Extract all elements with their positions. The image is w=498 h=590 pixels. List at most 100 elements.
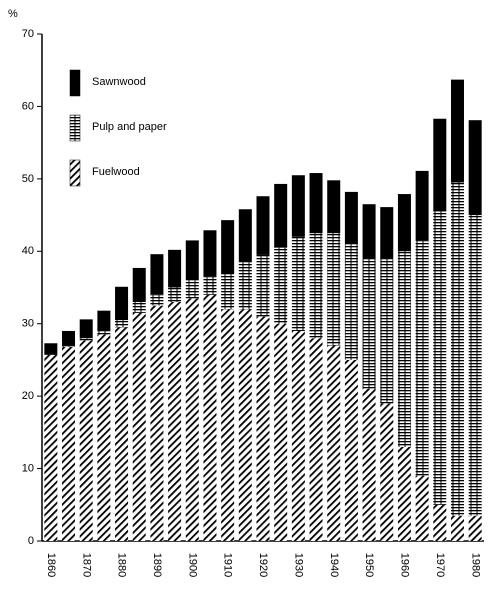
legend-label: Pulp and paper: [92, 121, 167, 133]
bar-segment: [415, 170, 429, 241]
y-tick-label: 70: [22, 28, 34, 40]
bar-segment: [362, 388, 376, 541]
bar-segment: [468, 120, 482, 216]
bar-segment: [115, 320, 129, 328]
bar-segment: [168, 287, 182, 302]
y-tick-label: 50: [22, 173, 34, 185]
y-tick-label: 20: [22, 390, 34, 402]
bar-segment: [309, 338, 323, 541]
bar-segment: [344, 244, 358, 360]
x-tick-label: 1910: [222, 553, 234, 577]
legend-swatch: [69, 114, 81, 142]
bar-segment: [132, 312, 146, 541]
bar-segment: [256, 254, 270, 317]
bar-segment: [44, 343, 58, 355]
bar-segment: [397, 251, 411, 447]
x-tick-label: 1980: [469, 553, 481, 577]
y-tick-label: 10: [22, 462, 34, 474]
bar-segment: [415, 240, 429, 476]
bar-segment: [433, 211, 447, 505]
bar-segment: [433, 118, 447, 212]
bar-segment: [327, 233, 341, 346]
bar-segment: [309, 173, 323, 234]
bar-segment: [221, 309, 235, 541]
bar-segment: [221, 273, 235, 310]
bar-segment: [256, 196, 270, 255]
bar-segment: [203, 294, 217, 541]
x-tick-label: 1970: [434, 553, 446, 577]
bar-segment: [132, 301, 146, 313]
bar-segment: [62, 345, 76, 347]
bar-segment: [62, 346, 76, 541]
y-tick-label: 40: [22, 245, 34, 257]
x-tick-label: 1870: [80, 553, 92, 577]
bar-segment: [362, 204, 376, 259]
y-tick-label: 0: [28, 535, 34, 547]
bar-segment: [203, 230, 217, 277]
bar-segment: [185, 298, 199, 541]
bar-segment: [115, 327, 129, 541]
bar-segment: [468, 515, 482, 541]
bar-segment: [97, 334, 111, 541]
bar-segment: [168, 249, 182, 288]
bar-segment: [79, 340, 93, 541]
x-tick-label: 1940: [328, 553, 340, 577]
bar-segment: [238, 309, 252, 541]
bar-segment: [291, 236, 305, 331]
x-tick-label: 1920: [257, 553, 269, 577]
x-tick-label: 1930: [292, 553, 304, 577]
x-tick-label: 1950: [363, 553, 375, 577]
bar-segment: [327, 345, 341, 541]
bar-segment: [380, 403, 394, 541]
legend-label: Sawnwood: [92, 76, 146, 88]
bar-segment: [97, 310, 111, 331]
bar-segment: [150, 305, 164, 541]
x-tick-label: 1900: [186, 553, 198, 577]
y-tick-label: 60: [22, 100, 34, 112]
legend-swatch: [69, 159, 81, 187]
bar-segment: [327, 180, 341, 234]
bar-segment: [62, 330, 76, 346]
bar-segment: [450, 182, 464, 516]
bar-segment: [344, 359, 358, 541]
bar-segment: [397, 194, 411, 252]
bar-segment: [185, 240, 199, 281]
x-tick-label: 1960: [399, 553, 411, 577]
bar-segment: [185, 280, 199, 299]
bar-segment: [150, 254, 164, 295]
bar-segment: [415, 475, 429, 541]
bar-segment: [433, 504, 447, 541]
bar-segment: [97, 330, 111, 335]
bar-segment: [450, 515, 464, 541]
x-tick-label: 1880: [116, 553, 128, 577]
bar-segment: [274, 323, 288, 541]
bar-segment: [380, 258, 394, 404]
bar-segment: [132, 267, 146, 302]
y-tick-label: 30: [22, 318, 34, 330]
bar-segment: [450, 79, 464, 183]
legend-swatch: [69, 69, 81, 97]
bar-segment: [44, 354, 58, 541]
bar-segment: [291, 175, 305, 237]
bar-segment: [203, 276, 217, 295]
bar-segment: [274, 183, 288, 248]
bar-segment: [344, 191, 358, 245]
x-tick-label: 1890: [151, 553, 163, 577]
legend-label: Fuelwood: [92, 166, 140, 178]
bar-segment: [238, 209, 252, 263]
x-tick-label: 1860: [45, 553, 57, 577]
bar-segment: [115, 286, 129, 321]
bar-segment: [221, 220, 235, 274]
bar-segment: [256, 316, 270, 541]
bar-segment: [468, 215, 482, 516]
bar-segment: [168, 301, 182, 541]
bar-segment: [150, 294, 164, 306]
bar-segment: [291, 330, 305, 541]
bar-segment: [274, 247, 288, 324]
bar-segment: [238, 262, 252, 310]
bar-segment: [309, 233, 323, 339]
y-axis-label: %: [8, 8, 18, 20]
bar-segment: [79, 319, 93, 339]
